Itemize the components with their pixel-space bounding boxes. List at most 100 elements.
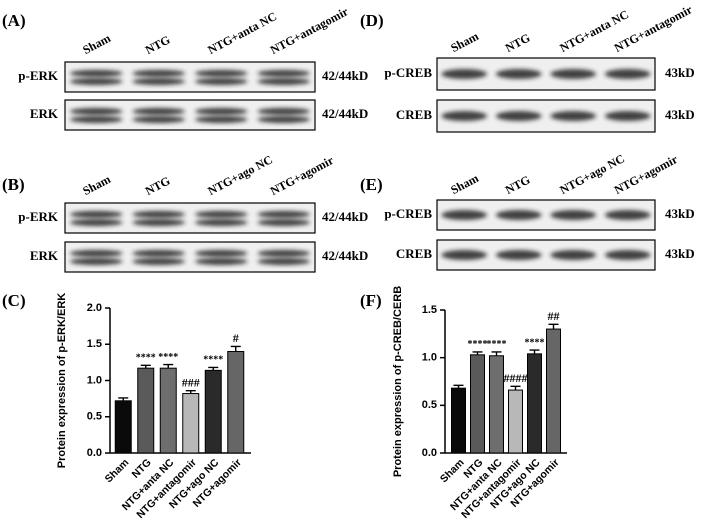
blot-band [195, 107, 248, 115]
blot-band [441, 210, 488, 220]
bar [159, 367, 177, 454]
blot-band [550, 210, 597, 220]
error-bar [548, 323, 559, 330]
error-bar [185, 389, 196, 394]
panel-label: (A) [2, 11, 26, 30]
bar [546, 328, 561, 454]
error-bar [140, 364, 151, 369]
bar [227, 351, 245, 454]
blot-band [132, 107, 185, 115]
blot-band [132, 210, 185, 218]
blot-band [441, 69, 488, 79]
blot-band [257, 78, 310, 85]
error-bar [163, 363, 174, 369]
protein-label: ERK [30, 106, 59, 121]
bar [489, 355, 504, 454]
significance-label: # [233, 331, 239, 345]
y-tick-label: 0.5 [87, 411, 102, 423]
significance-label: **** [468, 339, 488, 350]
error-bar [118, 397, 129, 401]
protein-label: CREB [396, 246, 432, 261]
panel-label: (C) [2, 291, 26, 310]
error-bar [472, 351, 483, 355]
blot-band [257, 258, 310, 265]
protein-label: p-ERK [18, 209, 59, 224]
protein-label: p-CREB [384, 206, 432, 221]
bar [114, 400, 132, 454]
blot-band [257, 249, 310, 257]
size-label: 42/44kD [322, 209, 368, 224]
panel-label: (E) [360, 175, 383, 194]
x-tick-label: Sham [103, 457, 132, 486]
blot-band [70, 210, 123, 218]
blot-band [70, 258, 123, 265]
blot-band [604, 69, 651, 79]
significance-label: **** [158, 352, 178, 363]
blot-frame [64, 202, 316, 234]
blot-band [495, 250, 542, 260]
blot-band [257, 210, 310, 218]
protein-label: ERK [30, 248, 59, 263]
blot-band [195, 258, 248, 265]
lane-label: Sham [80, 31, 112, 57]
blot-band [195, 210, 248, 218]
lane-label: NTG+antagomir [268, 4, 351, 57]
size-label: 43kD [665, 246, 695, 261]
panel-label: (D) [360, 11, 384, 30]
blot-band [257, 116, 310, 123]
y-tick-label: 1.5 [87, 338, 102, 350]
error-bar [208, 366, 219, 371]
blot-band [495, 210, 542, 220]
blot-band [132, 219, 185, 226]
blot-band [604, 250, 651, 260]
blot-frame [64, 61, 316, 93]
y-tick-label: 1.5 [422, 304, 437, 316]
significance-label: **** [136, 353, 156, 364]
lane-label: Sham [80, 172, 112, 198]
y-tick-label: 0.0 [422, 447, 437, 459]
y-tick-label: 0.0 [87, 447, 102, 459]
error-bar [453, 384, 464, 389]
bar [451, 387, 466, 454]
lane-label: NTG [503, 173, 533, 198]
blot-band [70, 249, 123, 257]
blot-band [257, 69, 310, 77]
blot-band [441, 250, 488, 260]
blot-band [70, 78, 123, 85]
size-label: 43kD [665, 65, 695, 80]
blot-band [441, 111, 488, 121]
blot-band [132, 249, 185, 257]
blot-band [257, 107, 310, 115]
error-bar [491, 351, 502, 356]
lane-label: NTG+agomir [268, 153, 337, 198]
blot-frame [64, 241, 316, 273]
bar [137, 367, 155, 454]
size-label: 43kD [665, 206, 695, 221]
blot-band [70, 69, 123, 77]
size-label: 43kD [665, 107, 695, 122]
lane-label: NTG+anta NC [205, 9, 279, 57]
lane-label: Sham [448, 171, 480, 197]
blot-band [550, 250, 597, 260]
blot-band [132, 78, 185, 85]
error-bar [230, 345, 241, 352]
protein-label: p-CREB [384, 65, 432, 80]
bar [527, 353, 542, 454]
y-axis-label: Protein expression of p-CREB/CERB [392, 286, 404, 477]
blot-band [550, 111, 597, 121]
y-tick-label: 2.0 [87, 302, 102, 314]
size-label: 42/44kD [322, 68, 368, 83]
significance-label: ## [548, 309, 560, 323]
blot-band [550, 69, 597, 79]
size-label: 42/44kD [322, 106, 368, 121]
significance-label: **** [525, 337, 545, 348]
blot-band [70, 219, 123, 226]
blot-band [70, 116, 123, 123]
protein-label: p-ERK [18, 68, 59, 83]
panel-label: (B) [2, 175, 25, 194]
y-tick-label: 1.0 [87, 374, 102, 386]
blot-band [495, 69, 542, 79]
panel-label: (F) [360, 291, 382, 310]
blot-band [195, 78, 248, 85]
